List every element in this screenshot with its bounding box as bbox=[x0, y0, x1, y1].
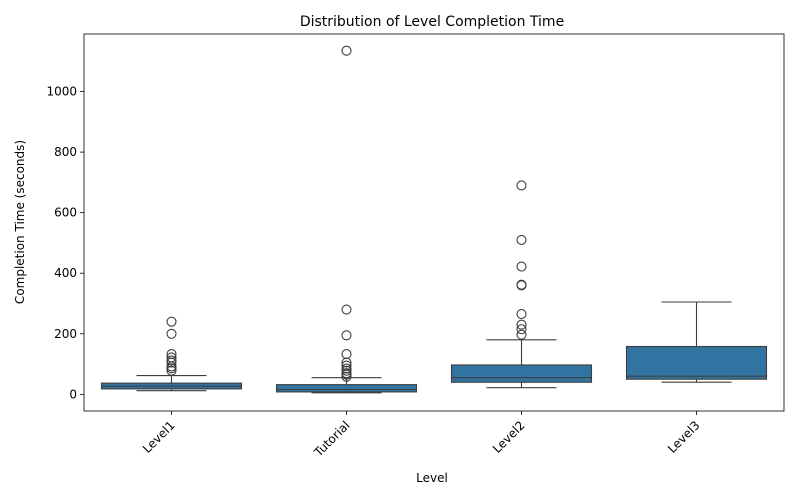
chart-title: Distribution of Level Completion Time bbox=[300, 14, 564, 30]
y-tick-label: 800 bbox=[54, 145, 77, 159]
outlier-point bbox=[341, 330, 352, 341]
outlier-point bbox=[516, 319, 527, 330]
outlier-point bbox=[166, 328, 177, 339]
box-iqr bbox=[450, 364, 593, 383]
outlier-point bbox=[341, 304, 352, 315]
outlier-point bbox=[516, 180, 527, 191]
x-tick-label: Level1 bbox=[140, 418, 178, 456]
outlier-point bbox=[341, 363, 352, 374]
outlier-point bbox=[166, 365, 177, 376]
outlier-point bbox=[516, 329, 527, 340]
outlier-point bbox=[166, 355, 177, 366]
x-tick-label: Tutorial bbox=[311, 418, 353, 460]
outlier-point bbox=[166, 316, 177, 327]
outlier-point bbox=[166, 349, 177, 360]
outlier-point bbox=[516, 324, 527, 335]
box-iqr bbox=[625, 345, 768, 380]
plot-frame bbox=[83, 33, 785, 412]
outlier-point bbox=[516, 234, 527, 245]
x-tick-label: Level3 bbox=[665, 418, 703, 456]
x-axis-label: Level bbox=[416, 471, 448, 485]
y-tick-label: 0 bbox=[69, 387, 77, 401]
outlier-point bbox=[516, 279, 527, 290]
box-iqr bbox=[275, 384, 418, 393]
y-axis-label: Completion Time (seconds) bbox=[13, 140, 27, 304]
outlier-point bbox=[341, 368, 352, 379]
x-tick-label: Level2 bbox=[490, 418, 528, 456]
outlier-point bbox=[516, 261, 527, 272]
outlier-point bbox=[166, 352, 177, 363]
outlier-point bbox=[516, 309, 527, 320]
y-tick-label: 600 bbox=[54, 206, 77, 220]
y-tick-label: 400 bbox=[54, 266, 77, 280]
outlier-point bbox=[341, 349, 352, 360]
y-tick-label: 1000 bbox=[46, 85, 77, 99]
outlier-point bbox=[341, 45, 352, 56]
outlier-point bbox=[341, 360, 352, 371]
y-tick-label: 200 bbox=[54, 327, 77, 341]
